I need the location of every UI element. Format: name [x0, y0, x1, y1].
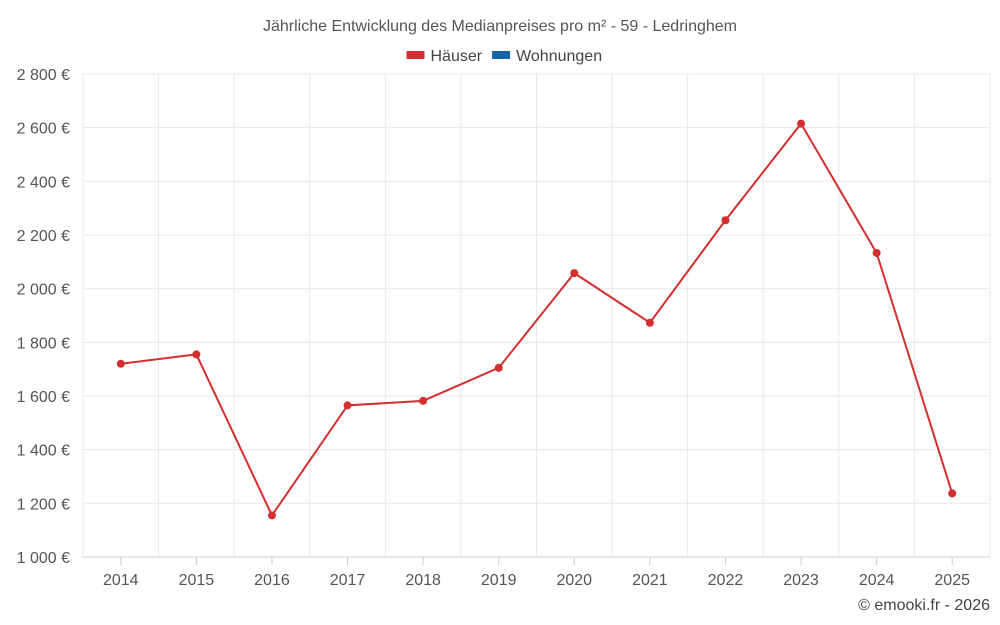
data-point[interactable] [948, 489, 957, 498]
legend-swatch [406, 51, 425, 59]
x-tick-label: 2025 [934, 572, 970, 589]
y-tick-label: 2 400 € [17, 174, 70, 191]
y-tick-label: 2 800 € [17, 67, 70, 84]
y-tick-label: 1 200 € [17, 496, 70, 513]
x-tick-label: 2023 [783, 572, 819, 589]
legend-label: Wohnungen [516, 48, 602, 65]
x-tick-label: 2015 [179, 572, 215, 589]
y-tick-label: 2 000 € [17, 282, 70, 299]
legend-label: Häuser [431, 48, 483, 65]
x-tick-label: 2021 [632, 572, 668, 589]
data-point[interactable] [343, 401, 352, 410]
data-point[interactable] [570, 269, 579, 278]
y-tick-label: 1 600 € [17, 389, 70, 406]
y-tick-label: 1 400 € [17, 443, 70, 460]
x-tick-label: 2019 [481, 572, 517, 589]
data-point[interactable] [494, 363, 503, 372]
y-tick-label: 2 600 € [17, 121, 70, 138]
x-tick-label: 2014 [103, 572, 139, 589]
x-tick-label: 2024 [859, 572, 895, 589]
legend-item-häuser[interactable]: Häuser [406, 48, 483, 65]
y-tick-label: 2 200 € [17, 228, 70, 245]
y-tick-label: 1 000 € [17, 550, 70, 567]
x-tick-label: 2022 [708, 572, 744, 589]
data-point[interactable] [267, 511, 276, 520]
y-axis: 1 000 € 1 200 € 1 400 € 1 600 € 1 800 € 2 000… [17, 67, 70, 567]
series-line-häuser [120, 122, 954, 517]
x-tick-label: 2020 [556, 572, 592, 589]
credit-text: © emooki.fr - 2026 [858, 597, 990, 614]
legend-swatch [492, 51, 511, 59]
grid [82, 73, 991, 558]
x-axis: 2014 2015 2016 2017 2018 2019 2020 2021 2022 2023… [103, 557, 970, 589]
data-point[interactable] [797, 119, 806, 128]
chart-title: Jährliche Entwicklung des Medianpreises … [263, 18, 737, 35]
data-point[interactable] [192, 350, 201, 359]
data-point[interactable] [116, 359, 125, 368]
data-point[interactable] [419, 396, 428, 405]
x-tick-label: 2017 [330, 572, 366, 589]
x-tick-label: 2018 [405, 572, 441, 589]
x-tick-label: 2016 [254, 572, 290, 589]
data-point[interactable] [721, 216, 730, 225]
legend-item-wohnungen[interactable]: Wohnungen [492, 48, 602, 65]
series-group [116, 119, 957, 520]
data-point[interactable] [645, 318, 654, 327]
data-point[interactable] [872, 248, 881, 257]
legend: Häuser Wohnungen [406, 48, 602, 65]
y-tick-label: 1 800 € [17, 335, 70, 352]
